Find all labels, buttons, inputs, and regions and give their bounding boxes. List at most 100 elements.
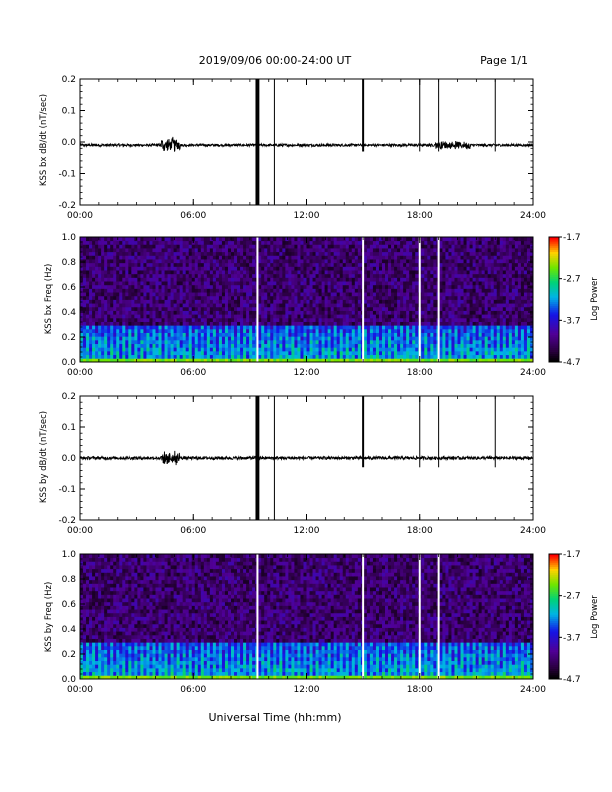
spectrogram-cell xyxy=(116,295,120,300)
spectrogram-cell xyxy=(149,288,153,293)
spectrogram-cell xyxy=(348,262,353,267)
spectrogram-cell xyxy=(475,281,480,286)
spectrogram-cell xyxy=(439,295,443,300)
spectrogram-cell xyxy=(439,277,443,282)
spectrogram-cell xyxy=(197,317,202,322)
spectrogram-cell xyxy=(324,270,329,275)
spectrogram-cell xyxy=(95,266,99,271)
spectrogram-cell xyxy=(457,350,461,356)
spectrogram-cell xyxy=(104,284,108,289)
spectrogram-cell xyxy=(427,347,431,352)
spectrogram-cell xyxy=(161,273,165,278)
spectrogram-cell xyxy=(291,336,295,341)
spectrogram-cell xyxy=(424,332,428,337)
spectrogram-cell xyxy=(327,295,332,300)
spectrogram-cell xyxy=(98,273,102,278)
spectrogram-cell xyxy=(460,273,464,278)
spectrogram-cell xyxy=(394,281,398,286)
spectrogram-cell xyxy=(424,281,428,286)
spectrogram-cell xyxy=(131,295,135,300)
spectrogram-cell xyxy=(264,306,268,311)
spectrogram-cell xyxy=(427,354,431,359)
spectrogram-cell xyxy=(113,262,117,267)
spectrogram-cell xyxy=(273,284,277,289)
spectrogram-cell xyxy=(252,339,256,345)
spectrogram-cell xyxy=(333,277,338,282)
spectrogram-cell xyxy=(89,240,93,245)
spectrogram-cell xyxy=(161,284,165,289)
spectrogram-cell xyxy=(282,354,286,359)
spectrogram-cell xyxy=(442,251,446,256)
spectrogram-cell xyxy=(240,310,244,315)
spectrogram-cell xyxy=(119,325,123,330)
spectrogram-cell xyxy=(119,248,123,253)
spectrogram-cell xyxy=(101,343,105,348)
spectrogram-cell xyxy=(366,295,371,300)
spectrogram-cell xyxy=(354,240,359,245)
spectrogram-cell xyxy=(478,303,483,308)
spectrogram-cell xyxy=(194,314,199,319)
spectrogram-cell xyxy=(107,251,111,256)
spectrogram-cell xyxy=(134,350,138,356)
spectrogram-cell xyxy=(170,314,175,319)
spectrogram-cell xyxy=(131,325,135,330)
spectrogram-cell xyxy=(252,255,256,260)
spectrogram-cell xyxy=(388,262,392,267)
spectrogram-cell xyxy=(327,277,332,282)
spectrogram-cell xyxy=(484,259,489,264)
spectrogram-cell xyxy=(158,295,162,300)
spectrogram-cell xyxy=(140,358,144,363)
spectrogram-cell xyxy=(288,354,292,359)
spectrogram-cell xyxy=(339,303,344,308)
spectrogram-cell xyxy=(134,339,138,345)
spectrogram-cell xyxy=(140,266,144,271)
spectrogram-cell xyxy=(354,328,359,333)
spectrogram-cell xyxy=(224,270,229,275)
spectrogram-cell xyxy=(382,270,386,275)
spectrogram-cell xyxy=(369,336,374,341)
spectrogram-cell xyxy=(385,325,389,330)
spectrogram-cell xyxy=(134,295,138,300)
spectrogram-cell xyxy=(152,336,156,341)
spectrogram-cell xyxy=(116,299,120,304)
spectrogram-cell xyxy=(173,281,178,286)
spectrogram-cell xyxy=(155,321,159,326)
spectrogram-cell xyxy=(179,292,184,297)
spectrogram-cell xyxy=(173,339,178,345)
spectrogram-cell xyxy=(463,262,467,267)
spectrogram-cell xyxy=(451,358,455,363)
spectrogram-cell xyxy=(231,354,235,359)
spectrogram-cell xyxy=(155,303,159,308)
spectrogram-cell xyxy=(285,299,289,304)
spectrogram-cell xyxy=(388,317,392,322)
spectrogram-cell xyxy=(185,277,190,282)
spectrogram-cell xyxy=(406,266,410,271)
spectrogram-cell xyxy=(279,288,283,293)
spectrogram-cell xyxy=(98,240,102,245)
spectrogram-cell xyxy=(369,299,374,304)
spectrogram-cell xyxy=(146,339,150,345)
spectrogram-cell xyxy=(297,358,301,363)
spectrogram-cell xyxy=(285,288,289,293)
spectrogram-cell xyxy=(403,317,407,322)
spectrogram-cell xyxy=(306,240,310,245)
spectrogram-cell xyxy=(249,354,253,359)
spectrogram-cell xyxy=(445,288,449,293)
spectrogram-cell xyxy=(137,314,141,319)
spectrogram-cell xyxy=(234,251,238,256)
spectrogram-cell xyxy=(427,306,431,311)
spectrogram-cell xyxy=(400,240,404,245)
spectrogram-cell xyxy=(161,295,165,300)
spectrogram-cell xyxy=(261,354,265,359)
spectrogram-cell xyxy=(227,343,232,348)
spectrogram-cell xyxy=(409,347,413,352)
spectrogram-cell xyxy=(385,306,389,311)
spectrogram-cell xyxy=(475,314,480,319)
spectrogram-cell xyxy=(363,306,368,311)
spectrogram-cell xyxy=(391,350,395,356)
spectrogram-cell xyxy=(240,295,244,300)
spectrogram-cell xyxy=(215,244,220,249)
spectrogram-cell xyxy=(116,303,120,308)
spectrogram-cell xyxy=(388,354,392,359)
spectrogram-cell xyxy=(282,314,286,319)
